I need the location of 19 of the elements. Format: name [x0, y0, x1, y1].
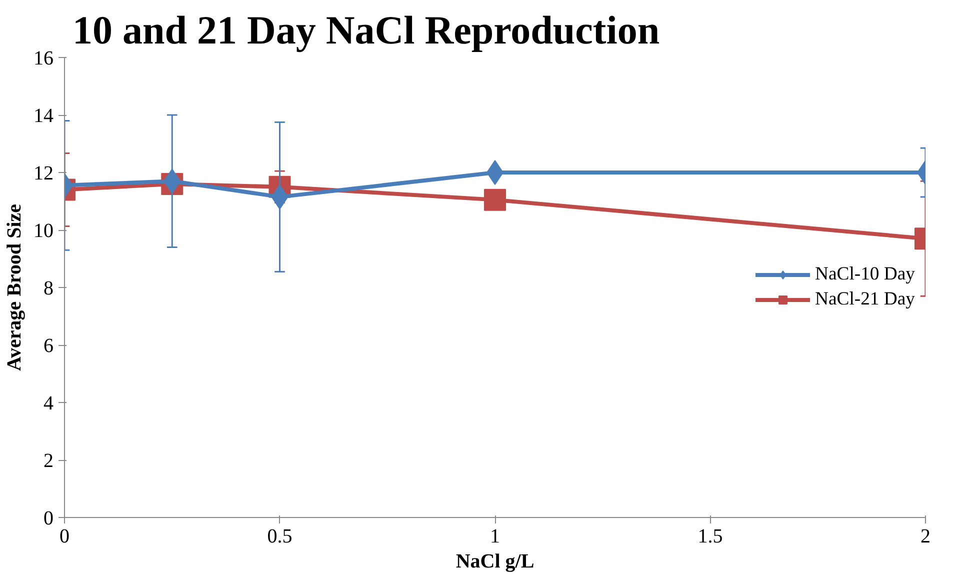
- legend-label: NaCl-21 Day: [815, 288, 915, 310]
- y-tick-label: 4: [44, 392, 54, 414]
- x-tick-label: 0: [60, 526, 70, 548]
- x-axis-title: NaCl g/L: [456, 550, 534, 572]
- y-tick-label: 10: [34, 220, 54, 242]
- x-tick-label: 1: [490, 526, 500, 548]
- y-tick-label: 12: [34, 162, 54, 184]
- x-tick-label: 0.5: [267, 526, 292, 548]
- x-tick-label: 1.5: [698, 526, 723, 548]
- y-tick-label: 14: [34, 105, 54, 127]
- y-tick-label: 2: [44, 450, 54, 472]
- x-tick-label: 2: [920, 526, 930, 548]
- legend-label: NaCl-10 Day: [815, 264, 915, 286]
- y-tick-label: 6: [44, 335, 54, 357]
- y-axis-title: Average Brood Size: [4, 204, 26, 371]
- y-tick-label: 16: [34, 48, 54, 70]
- y-tick-label: 0: [44, 508, 54, 530]
- chart-title: 10 and 21 Day NaCl Reproduction: [72, 8, 660, 52]
- y-tick-label: 8: [44, 278, 54, 300]
